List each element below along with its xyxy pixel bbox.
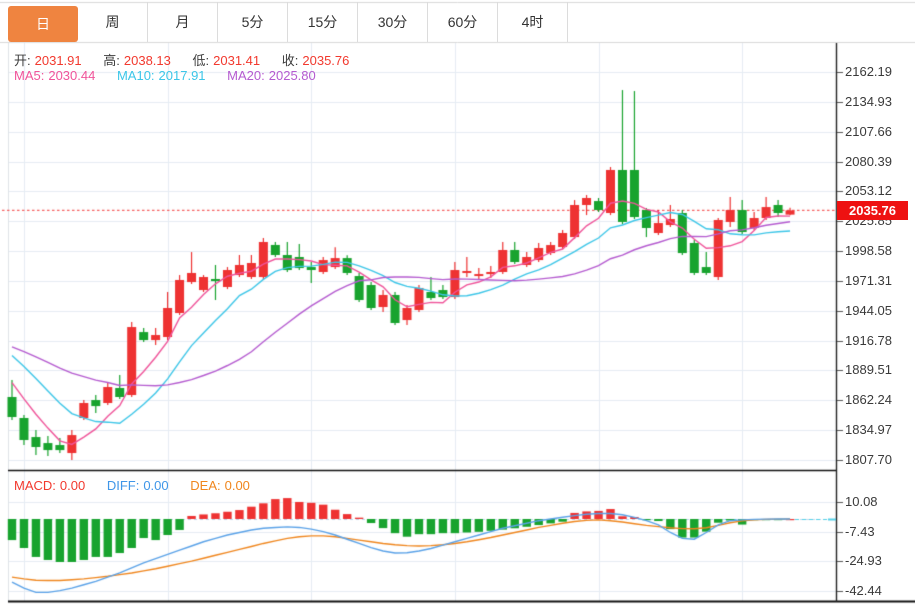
low-value: 2031.41 — [213, 53, 261, 68]
ma10-label: MA10: — [116, 68, 155, 83]
diff-label: DIFF: — [106, 478, 140, 493]
low-label: 低: — [192, 53, 210, 68]
ma20-value: 2025.80 — [268, 68, 316, 83]
price-tick-label: 1971.31 — [845, 272, 892, 288]
ma5-value: 2030.44 — [48, 68, 96, 83]
tab-60min[interactable]: 60分 — [428, 2, 498, 42]
price-tick-label: 1889.51 — [845, 362, 892, 378]
tab-30min[interactable]: 30分 — [358, 2, 428, 42]
tab-week[interactable]: 周 — [78, 2, 148, 42]
price-tick-label: 1807.70 — [845, 452, 892, 468]
macd-tick-label: 10.08 — [845, 494, 878, 509]
tab-4hour[interactable]: 4时 — [498, 2, 568, 42]
dea-value: 0.00 — [224, 478, 250, 493]
timeframe-tabbar: 日 周 月 5分 15分 30分 60分 4时 — [8, 2, 568, 42]
high-label: 高: — [103, 53, 120, 68]
price-tick-label: 2080.39 — [845, 153, 892, 169]
high-value: 2038.13 — [123, 53, 171, 68]
price-tick-label: 2162.19 — [845, 64, 892, 80]
ma-legend: MA5: 2030.44 MA10: 2017.91 MA20: 2025.80 — [14, 68, 320, 83]
macd-tick-label: -24.93 — [845, 553, 882, 569]
macd-label: MACD: — [14, 478, 56, 493]
ma5-label: MA5: — [14, 68, 45, 83]
ohlc-legend: 开: 2031.91 高: 2038.13 低: 2031.41 收: 2035.76 — [14, 50, 353, 69]
price-tick-label: 1916.78 — [845, 332, 892, 348]
price-tick-label: 1834.97 — [845, 422, 892, 438]
diff-value: 0.00 — [143, 478, 169, 493]
price-tick-label: 1998.58 — [845, 243, 892, 259]
dea-label: DEA: — [190, 478, 221, 493]
tab-month[interactable]: 月 — [148, 2, 218, 42]
ma10-value: 2017.91 — [158, 68, 206, 83]
tab-5min[interactable]: 5分 — [218, 2, 288, 42]
macd-tick-label: -42.44 — [845, 582, 882, 598]
price-tick-label: 1862.24 — [845, 392, 892, 408]
last-price-badge: 2035.76 — [837, 201, 908, 220]
open-label: 开: — [14, 53, 31, 68]
price-tick-label: 1944.05 — [845, 302, 892, 318]
price-tick-label: 2134.93 — [845, 93, 892, 109]
macd-value: 0.00 — [59, 478, 86, 493]
ma20-label: MA20: — [227, 68, 265, 83]
price-tick-label: 2053.12 — [845, 183, 892, 199]
open-value: 2031.91 — [34, 53, 82, 68]
tab-15min[interactable]: 15分 — [288, 2, 358, 42]
macd-legend: MACD: 0.00 DIFF: 0.00 DEA: 0.00 — [14, 478, 254, 493]
tab-day[interactable]: 日 — [8, 6, 78, 42]
price-tick-label: 2107.66 — [845, 123, 892, 139]
macd-tick-label: -7.43 — [845, 523, 875, 539]
close-value: 2035.76 — [302, 53, 350, 68]
close-label: 收: — [281, 53, 299, 68]
